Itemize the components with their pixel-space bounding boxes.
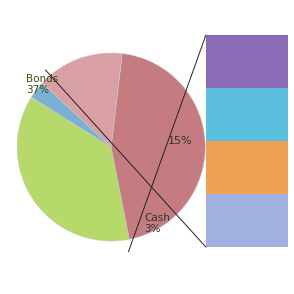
Bar: [206, 194, 288, 247]
Text: Cash
3%: Cash 3%: [144, 213, 170, 234]
Text: 15%: 15%: [168, 136, 192, 146]
Bar: [206, 88, 288, 141]
Wedge shape: [42, 53, 122, 147]
Wedge shape: [31, 83, 111, 147]
Bar: [206, 35, 288, 88]
Bar: [206, 141, 288, 194]
Wedge shape: [17, 97, 129, 241]
Text: Bonds
37%: Bonds 37%: [26, 74, 59, 95]
Wedge shape: [111, 54, 205, 239]
